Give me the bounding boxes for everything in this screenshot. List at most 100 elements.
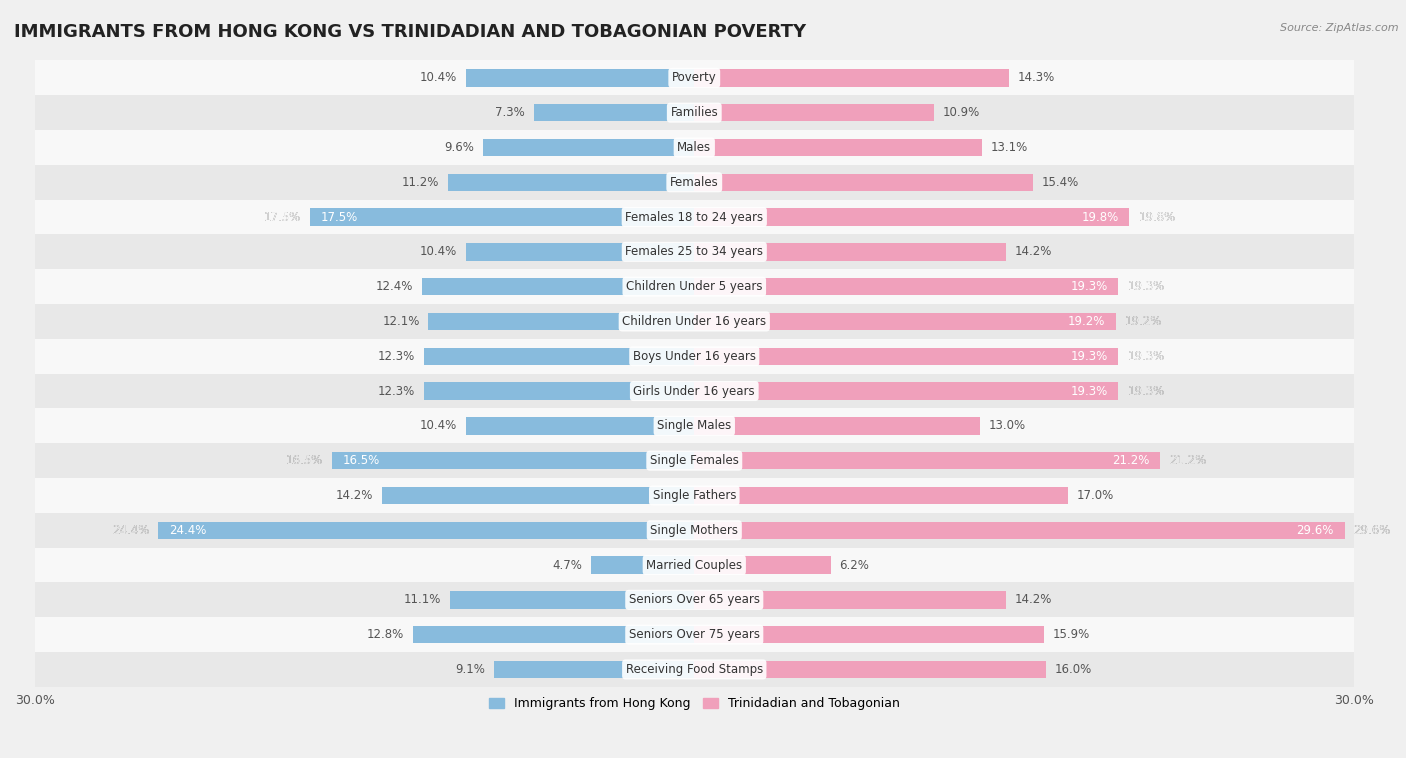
Text: 14.2%: 14.2% (1015, 246, 1053, 258)
Text: 11.1%: 11.1% (404, 594, 441, 606)
Bar (35, 234, 1354, 269)
Text: 12.4%: 12.4% (375, 280, 413, 293)
Text: 12.3%: 12.3% (378, 349, 415, 363)
Bar (35, 547, 1354, 582)
Text: 10.4%: 10.4% (419, 71, 457, 84)
Bar (35, 617, 1354, 652)
Text: Receiving Food Stamps: Receiving Food Stamps (626, 663, 763, 676)
Text: Single Mothers: Single Mothers (651, 524, 738, 537)
Bar (35, 513, 1354, 547)
Bar (695, 69, 1008, 86)
Text: 19.3%: 19.3% (1070, 280, 1108, 293)
Text: 19.3%: 19.3% (1128, 384, 1164, 397)
Bar (695, 417, 980, 434)
Text: 21.2%: 21.2% (1168, 454, 1206, 467)
Text: 19.3%: 19.3% (1128, 384, 1164, 397)
Bar (35, 165, 1354, 199)
Text: Poverty: Poverty (672, 71, 717, 84)
Bar (465, 69, 695, 86)
Bar (382, 487, 695, 504)
Text: Females 25 to 34 years: Females 25 to 34 years (626, 246, 763, 258)
Bar (695, 208, 1129, 226)
Text: Males: Males (678, 141, 711, 154)
Bar (157, 522, 695, 539)
Bar (465, 243, 695, 261)
Text: 19.3%: 19.3% (1128, 349, 1164, 363)
Bar (35, 96, 1354, 130)
Text: 11.2%: 11.2% (402, 176, 439, 189)
Bar (695, 104, 934, 121)
Bar (35, 130, 1354, 165)
Text: 14.3%: 14.3% (1018, 71, 1054, 84)
Bar (695, 174, 1033, 191)
Legend: Immigrants from Hong Kong, Trinidadian and Tobagonian: Immigrants from Hong Kong, Trinidadian a… (484, 692, 904, 715)
Text: 12.8%: 12.8% (367, 628, 404, 641)
Text: Boys Under 16 years: Boys Under 16 years (633, 349, 756, 363)
Bar (413, 626, 695, 644)
Bar (495, 661, 695, 678)
Text: Single Fathers: Single Fathers (652, 489, 735, 502)
Bar (695, 382, 1118, 399)
Bar (35, 478, 1354, 513)
Text: 16.5%: 16.5% (285, 454, 323, 467)
Bar (695, 452, 1160, 469)
Text: 17.0%: 17.0% (1077, 489, 1114, 502)
Bar (695, 626, 1043, 644)
Bar (695, 348, 1118, 365)
Text: 19.8%: 19.8% (1139, 211, 1175, 224)
Text: 13.1%: 13.1% (991, 141, 1028, 154)
Bar (695, 278, 1118, 296)
Text: 19.3%: 19.3% (1128, 280, 1164, 293)
Text: 17.5%: 17.5% (263, 211, 301, 224)
Text: 17.5%: 17.5% (263, 211, 301, 224)
Bar (425, 348, 695, 365)
Bar (695, 522, 1344, 539)
Bar (695, 591, 1007, 609)
Bar (35, 269, 1354, 304)
Text: 21.2%: 21.2% (1112, 454, 1149, 467)
Bar (35, 409, 1354, 443)
Text: 9.6%: 9.6% (444, 141, 474, 154)
Text: 19.3%: 19.3% (1128, 280, 1164, 293)
Bar (35, 652, 1354, 687)
Text: 19.3%: 19.3% (1128, 349, 1164, 363)
Bar (429, 313, 695, 330)
Bar (449, 174, 695, 191)
Text: 4.7%: 4.7% (553, 559, 582, 572)
Text: IMMIGRANTS FROM HONG KONG VS TRINIDADIAN AND TOBAGONIAN POVERTY: IMMIGRANTS FROM HONG KONG VS TRINIDADIAN… (14, 23, 806, 41)
Text: 24.4%: 24.4% (112, 524, 149, 537)
Text: 7.3%: 7.3% (495, 106, 524, 119)
Text: 19.3%: 19.3% (1070, 384, 1108, 397)
Bar (695, 139, 983, 156)
Text: 29.6%: 29.6% (1354, 524, 1391, 537)
Bar (450, 591, 695, 609)
Text: Children Under 16 years: Children Under 16 years (623, 315, 766, 328)
Text: 21.2%: 21.2% (1168, 454, 1206, 467)
Text: 24.4%: 24.4% (169, 524, 207, 537)
Text: 6.2%: 6.2% (839, 559, 869, 572)
Text: Children Under 5 years: Children Under 5 years (626, 280, 762, 293)
Text: Seniors Over 75 years: Seniors Over 75 years (628, 628, 759, 641)
Text: 12.3%: 12.3% (378, 384, 415, 397)
Text: 16.5%: 16.5% (285, 454, 323, 467)
Bar (35, 582, 1354, 617)
Text: 14.2%: 14.2% (336, 489, 374, 502)
Text: Single Males: Single Males (657, 419, 731, 432)
Text: 19.8%: 19.8% (1081, 211, 1118, 224)
Bar (484, 139, 695, 156)
Text: Females: Females (669, 176, 718, 189)
Text: 17.5%: 17.5% (321, 211, 359, 224)
Text: 10.4%: 10.4% (419, 246, 457, 258)
Text: 15.9%: 15.9% (1053, 628, 1090, 641)
Text: 29.6%: 29.6% (1296, 524, 1334, 537)
Text: Families: Families (671, 106, 718, 119)
Bar (35, 374, 1354, 409)
Text: 19.2%: 19.2% (1069, 315, 1105, 328)
Text: 10.4%: 10.4% (419, 419, 457, 432)
Bar (695, 243, 1007, 261)
Text: 14.2%: 14.2% (1015, 594, 1053, 606)
Text: 16.5%: 16.5% (343, 454, 380, 467)
Text: Married Couples: Married Couples (647, 559, 742, 572)
Text: 24.4%: 24.4% (112, 524, 149, 537)
Bar (332, 452, 695, 469)
